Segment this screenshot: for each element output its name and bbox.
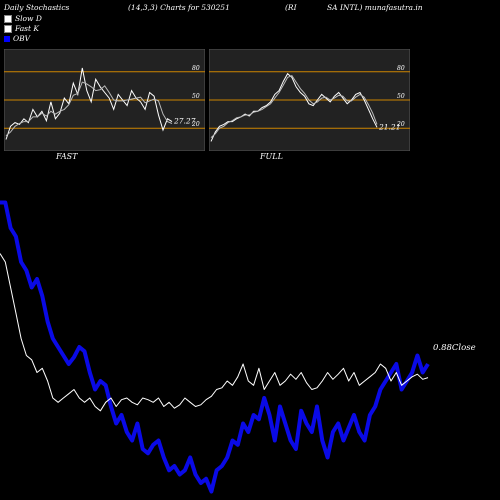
legend-label: Slow D [15, 14, 42, 23]
legend-label: Fast K [15, 24, 40, 33]
legend-label: OBV [13, 34, 31, 43]
fast-last-value-label: 27.27 [173, 117, 196, 126]
stock-code-part-a: (RI [285, 3, 297, 12]
chart-params: (14,3,3) Charts for 530251 [128, 3, 230, 12]
fast-level-label: 20 [191, 121, 200, 128]
full-level-label: 20 [396, 121, 405, 128]
fast-slow-d-line [5, 81, 173, 137]
fast-level-label: 50 [192, 93, 200, 100]
fast-fast-k-line [5, 67, 173, 140]
fast-level-label: 80 [192, 65, 200, 72]
full-level-label: 80 [397, 65, 405, 72]
full-level-label: 50 [397, 93, 405, 100]
full-stochastic-panel: 20 50 80 21.21 [209, 49, 410, 151]
obv-line [0, 200, 430, 494]
fast-k-swatch [4, 24, 12, 33]
stock-code-part-b: SA INTL) munafasutra.in [327, 3, 423, 12]
slow-d-swatch [4, 14, 12, 23]
fast-stochastic-panel: 20 50 80 27.27 [4, 49, 205, 151]
close-price-line [0, 253, 429, 412]
close-value-label: 0.88Close [433, 343, 476, 353]
full-panel-label: FULL [260, 152, 283, 161]
fast-panel-label: FAST [56, 152, 78, 161]
obv-price-chart: 0.88Close [0, 200, 476, 494]
chart-title: Daily Stochastics [4, 3, 70, 12]
legend-item-fast-k: Fast K [4, 24, 39, 33]
full-last-value-label: 21.21 [378, 122, 400, 131]
legend-item-slow-d: Slow D [4, 14, 42, 23]
legend-item-obv: OBV [4, 34, 30, 43]
obv-swatch [4, 35, 10, 42]
full-full-d-line [210, 74, 378, 138]
